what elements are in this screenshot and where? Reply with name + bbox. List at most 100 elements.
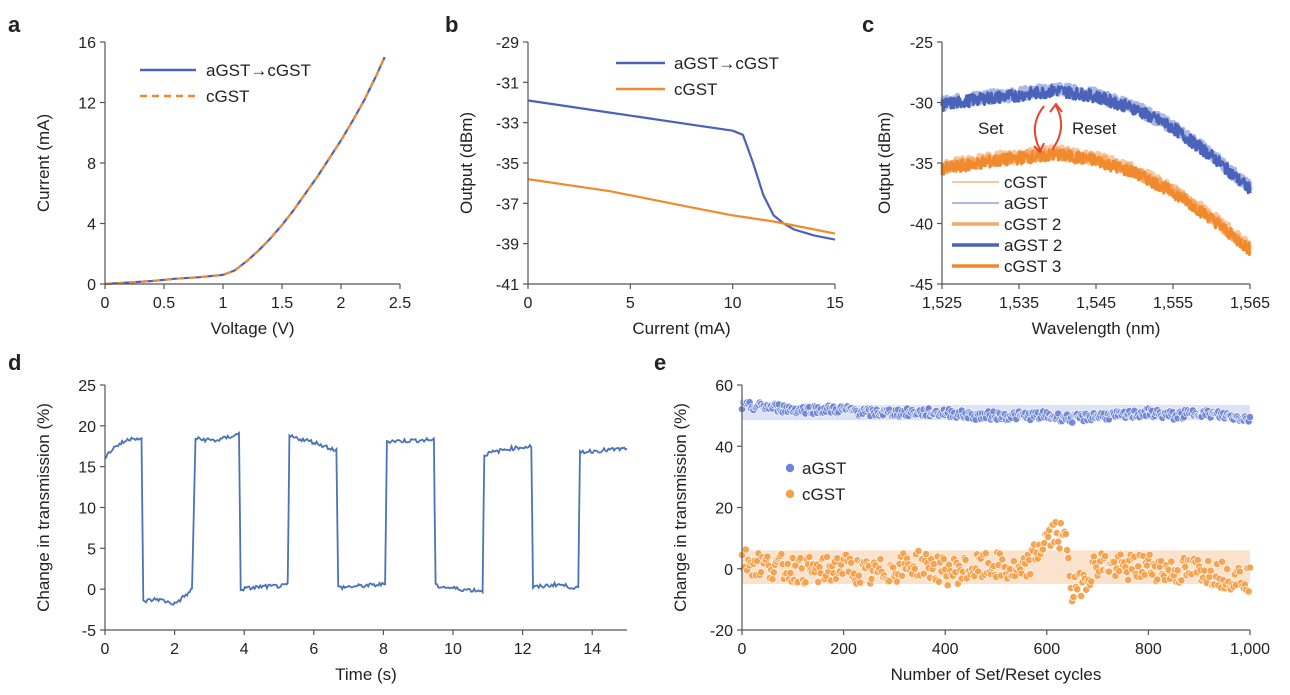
data-point [1077,592,1085,600]
data-point [867,575,876,583]
x-axis-label: Wavelength (nm) [1032,319,1161,338]
data-point [833,554,842,563]
data-point [1153,575,1162,584]
y-tick-label: -45 [910,277,933,294]
data-point [1194,556,1202,564]
data-point [1157,557,1165,565]
legend-label: aGST 2 [1004,236,1062,255]
x-tick-label: 10 [444,641,462,658]
x-tick-label: 1,545 [1076,295,1116,312]
data-point [919,569,928,578]
x-tick-label: 1,535 [999,295,1039,312]
y-tick-label: -39 [496,237,519,254]
data-point [898,571,906,580]
data-point [769,568,778,577]
legend-label: cGST [206,87,249,106]
y-tick-label: -40 [910,217,933,234]
set-arrow [1033,105,1045,151]
x-tick-label: 15 [826,295,844,312]
y-axis-label: Change in transmission (%) [34,403,53,612]
data-point [1044,533,1052,541]
data-point [741,545,750,554]
chart-panel-e: 0 200 400 600 800 1,000 -20 0 20 40 60 Number of Se… [654,350,1270,684]
data-point [998,555,1007,564]
x-tick-label: 800 [1135,641,1162,658]
set-arrow-head [1033,142,1045,154]
x-tick-label: 1,555 [1153,295,1193,312]
legend: aGST→cGST cGST [140,61,311,106]
x-tick-label: 12 [514,641,532,658]
panel-letter: b [445,12,458,37]
annotation-set: Set [978,119,1004,138]
data-point [1056,519,1065,528]
y-tick-label: 10 [78,501,96,518]
chart-panel-a: 0 0.5 1 1.5 2 2.5 0 4 8 12 16 Voltage (V) Current (m… [8,12,411,338]
legend: aGST→cGST cGST [616,54,779,99]
x-tick-label: 4 [240,641,249,658]
data-point [1143,561,1151,570]
legend-label: cGST 2 [1004,215,1061,234]
y-tick-label: 0 [87,582,96,599]
y-axis-label: Change in transmission (%) [671,403,690,612]
data-point [757,568,765,577]
plot-area [104,430,628,606]
data-point [893,577,901,586]
x-axis-label: Time (s) [335,665,397,684]
y-tick-label: 40 [715,439,733,456]
data-point [914,547,923,555]
x-tick-label: 0 [524,295,533,312]
data-point [1124,576,1132,584]
y-tick-label: 8 [87,156,96,173]
data-point [1177,576,1186,585]
panel-letter: c [862,12,874,37]
data-point [1173,566,1182,575]
x-tick-label: 2 [337,295,346,312]
plot-area [939,81,1253,257]
x-tick-label: 5 [626,295,635,312]
series-line-cGST [104,56,386,286]
data-point [910,564,919,573]
y-tick-label: -37 [496,196,519,213]
x-tick-label: 1,000 [1230,641,1270,658]
data-point [961,555,970,564]
data-point [805,553,814,561]
data-point [1110,558,1118,566]
y-tick-label: 16 [78,35,96,52]
x-tick-label: 600 [1033,641,1060,658]
data-point [1181,562,1190,571]
panel-letter: e [654,350,666,375]
data-point [1039,545,1047,554]
chart-panel-d: 0 2 4 6 8 10 12 14 -5 0 5 10 15 20 25 Time (s) Change in… [8,350,628,684]
data-point [974,567,983,576]
data-point [876,555,885,564]
legend: aGST cGST [785,459,846,504]
x-axis-label: Voltage (V) [210,319,294,338]
data-point [1206,566,1215,575]
data-point [1145,550,1154,559]
annotation-reset: Reset [1072,119,1117,138]
data-point [943,581,952,590]
data-point [1105,567,1113,576]
series-cGST [738,518,1254,606]
plot-area [104,56,386,286]
x-tick-label: 10 [724,295,742,312]
data-point [768,575,777,584]
y-tick-label: 60 [715,378,733,395]
y-axis-label: Output (dBm) [457,112,476,214]
y-tick-label: 12 [78,96,96,113]
data-point [1025,556,1033,564]
data-point [1061,530,1070,538]
legend-label: cGST [802,485,845,504]
data-point [1068,418,1077,427]
x-tick-label: 2 [170,641,179,658]
series-line-cGST-3 [940,148,1252,257]
data-point [1246,413,1254,421]
reset-arrow-head [1049,102,1063,113]
data-point [1204,557,1212,565]
data-point [1246,563,1254,572]
y-tick-label: -35 [910,156,933,173]
data-point [796,554,805,562]
y-tick-label: -29 [496,35,519,52]
legend-label: cGST [1004,173,1047,192]
